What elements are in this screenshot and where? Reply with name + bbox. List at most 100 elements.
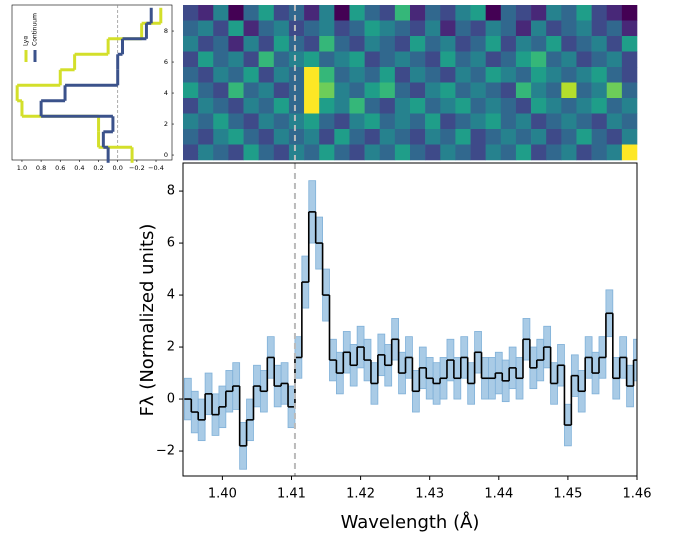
heatmap-cell <box>198 5 214 21</box>
heatmap-cell <box>591 144 608 161</box>
heatmap-cell <box>485 113 502 130</box>
heatmap-cell <box>576 51 592 68</box>
heatmap-cell <box>183 51 199 68</box>
heatmap-cell <box>304 82 320 99</box>
heatmap-cell <box>621 82 638 99</box>
legend-label: Lyα <box>23 36 30 46</box>
heatmap-cell <box>576 36 592 52</box>
heatmap-cell <box>213 129 229 145</box>
heatmap-cell <box>364 82 381 99</box>
heatmap-cell <box>621 67 638 83</box>
heatmap-cell <box>425 144 441 161</box>
heatmap-cell <box>394 36 411 52</box>
heatmap-cell <box>485 82 502 99</box>
heatmap-cell <box>591 5 608 21</box>
heatmap-cell <box>198 82 214 99</box>
heatmap-cell <box>288 144 305 161</box>
heatmap-cell <box>198 36 214 52</box>
y-tick-label: 2 <box>164 120 168 128</box>
heatmap-cell <box>606 144 623 161</box>
heatmap-cell <box>304 51 320 68</box>
heatmap-cell <box>288 129 305 145</box>
x-tick-label: 0.6 <box>55 164 65 172</box>
heatmap-cell <box>334 82 350 99</box>
heatmap-cell <box>183 144 199 161</box>
heatmap-cell <box>183 113 199 130</box>
heatmap-cell <box>455 67 471 83</box>
heatmap-cell <box>334 98 350 114</box>
heatmap-cell <box>349 129 365 145</box>
x-tick-label: 1.44 <box>484 487 513 502</box>
x-tick-label: 1.40 <box>208 487 237 502</box>
heatmap-cell <box>228 144 244 161</box>
heatmap-cell <box>531 5 547 21</box>
heatmap-cell <box>319 20 335 37</box>
heatmap-cell <box>273 67 290 83</box>
heatmap-cell <box>183 82 199 99</box>
heatmap-cell <box>319 82 335 99</box>
legend-label: Continuum <box>32 13 39 46</box>
heatmap-cell <box>606 51 623 68</box>
heatmap-cell <box>515 113 532 130</box>
heatmap-cell <box>606 36 623 52</box>
heatmap-cell <box>546 98 562 114</box>
heatmap-cell <box>561 5 577 21</box>
heatmap-cell <box>288 82 305 99</box>
heatmap-cell <box>500 82 517 99</box>
heatmap-cell <box>349 98 365 114</box>
heatmap-cell <box>394 51 411 68</box>
heatmap-cell <box>455 144 471 161</box>
heatmap-cell <box>273 113 290 130</box>
heatmap-cell <box>621 144 638 161</box>
heatmap-cell <box>183 67 199 83</box>
heatmap-cell <box>304 144 320 161</box>
heatmap-cell <box>576 113 592 130</box>
heatmap-cell <box>425 129 441 145</box>
x-tick-label: 0.2 <box>93 164 103 172</box>
heatmap-cell <box>379 51 396 68</box>
heatmap-cell <box>440 113 456 130</box>
heatmap-cell <box>364 36 381 52</box>
heatmap-cell <box>410 67 426 83</box>
heatmap-cell <box>273 51 290 68</box>
heatmap-cell <box>485 98 502 114</box>
heatmap-cell <box>213 5 229 21</box>
heatmap-cell <box>546 20 562 37</box>
heatmap-cell <box>243 36 259 52</box>
heatmap-cell <box>319 51 335 68</box>
heatmap-cell <box>455 98 471 114</box>
heatmap-cell <box>576 5 592 21</box>
heatmap-cell <box>258 5 275 21</box>
heatmap-cell <box>470 20 486 37</box>
heatmap-cell <box>425 5 441 21</box>
heatmap-cell <box>591 36 608 52</box>
heatmap-cell <box>228 67 244 83</box>
heatmap-cell <box>349 20 365 37</box>
heatmap-cell <box>455 20 471 37</box>
heatmap-cell <box>440 144 456 161</box>
heatmap-cell <box>621 36 638 52</box>
heatmap-cell <box>364 20 381 37</box>
heatmap-cell <box>349 5 365 21</box>
heatmap-cell <box>319 67 335 83</box>
heatmap-cell <box>258 113 275 130</box>
heatmap-cell <box>591 129 608 145</box>
heatmap-cell <box>273 144 290 161</box>
heatmap-cell <box>364 5 381 21</box>
x-tick-label: 0.4 <box>74 164 84 172</box>
heatmap-cell <box>183 129 199 145</box>
heatmap-cell <box>470 51 486 68</box>
heatmap-cell <box>379 113 396 130</box>
heatmap-cell <box>470 144 486 161</box>
heatmap-cell <box>273 5 290 21</box>
heatmap-cell <box>531 20 547 37</box>
heatmap-cell <box>334 144 350 161</box>
heatmap-cell <box>228 129 244 145</box>
heatmap-cell <box>213 144 229 161</box>
heatmap-cell <box>258 98 275 114</box>
heatmap-cell <box>258 36 275 52</box>
heatmap-cell <box>319 36 335 52</box>
heatmap-cell <box>288 5 305 21</box>
heatmap-cell <box>364 129 381 145</box>
y-tick-label: 4 <box>164 89 168 97</box>
